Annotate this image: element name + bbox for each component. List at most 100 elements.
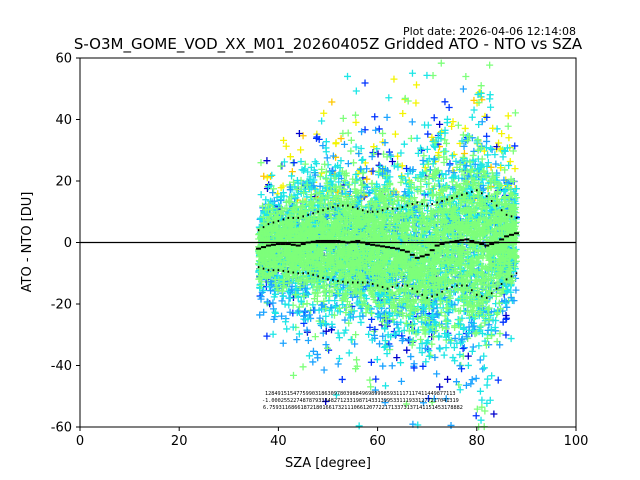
data-point [397,377,405,385]
data-point [414,149,422,157]
data-point [337,135,345,143]
data-point [403,164,411,172]
data-point [444,375,452,383]
data-point [469,343,477,351]
data-point [477,82,485,90]
data-point [403,346,411,354]
data-point [464,352,472,360]
data-point [290,178,298,186]
data-point [344,72,352,80]
data-point [498,130,506,138]
data-point [461,124,469,132]
data-point [427,351,435,359]
data-point [268,171,276,179]
data-point [442,395,450,403]
data-point [478,403,486,411]
data-point [509,147,517,155]
data-point [313,133,321,141]
data-point [256,311,264,319]
data-point [454,121,462,129]
data-point [277,184,285,192]
data-point [512,286,520,294]
data-point [352,331,360,339]
data-point [462,381,470,389]
data-point [322,341,330,349]
data-point [495,139,503,147]
data-point [441,330,449,338]
data-point [504,122,512,130]
data-point [384,319,392,327]
data-point [304,337,312,345]
data-point [484,151,492,159]
data-point [313,350,321,358]
data-point [448,122,456,130]
data-point [295,129,303,137]
data-point [344,129,352,137]
data-point [379,129,387,137]
data-point [305,352,313,360]
data-point [366,323,374,331]
data-point [309,347,317,355]
data-point [372,375,380,383]
data-point [335,355,343,363]
data-point [438,128,446,136]
data-point [379,332,387,340]
data-point [408,69,416,77]
data-point [464,361,472,369]
data-point [350,159,358,167]
data-point [493,143,501,151]
data-point [371,386,379,394]
data-point [293,309,301,317]
data-point [499,153,507,161]
data-point [401,94,409,102]
data-point [456,362,464,370]
chart-title: S-O3M_GOME_VOD_XX_M01_20260405Z Gridded … [74,35,583,54]
data-point [382,382,390,390]
data-point [279,339,287,347]
data-point [370,143,378,151]
data-point [277,162,285,170]
data-point [499,318,507,326]
data-point [449,118,457,126]
data-point [355,422,363,430]
data-point [477,416,485,424]
data-point [309,358,317,366]
data-point [398,162,406,170]
data-point [480,364,488,372]
data-point [357,177,365,185]
data-point [320,366,328,374]
data-point [322,397,330,405]
data-point [480,352,488,360]
data-point [367,358,375,366]
data-point [381,399,389,407]
data-point [263,174,271,182]
data-point [278,312,286,320]
data-point [388,157,396,165]
data-point [271,313,279,321]
data-point [378,318,386,326]
data-point [470,96,478,104]
data-point [511,142,519,150]
data-point [332,139,340,147]
data-point [481,407,489,415]
data-point [332,391,340,399]
data-point [486,396,494,404]
data-point [257,159,265,167]
data-point [460,344,468,352]
data-point [430,114,438,122]
data-point [281,300,289,308]
data-point [433,370,441,378]
data-point [299,132,307,140]
data-point [402,400,410,408]
data-point [357,144,365,152]
data-point [441,98,449,106]
data-point [490,410,498,418]
data-point [483,399,491,407]
data-point [388,362,396,370]
data-point [413,81,421,89]
data-point [320,109,328,117]
data-point [370,331,378,339]
data-point [384,331,392,339]
data-point [441,312,449,320]
data-point [391,130,399,138]
